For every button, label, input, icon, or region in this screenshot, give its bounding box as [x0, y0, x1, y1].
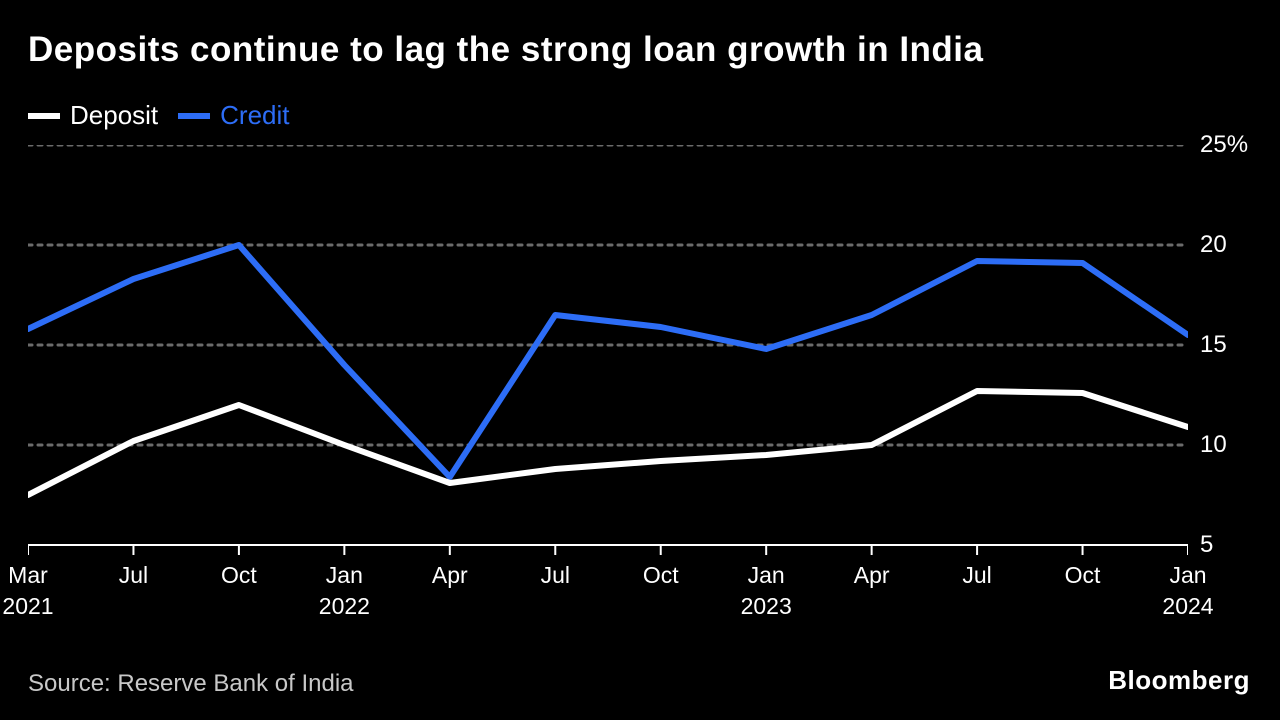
x-tick-label: Jul — [541, 560, 570, 591]
x-tick-label: Apr — [854, 560, 890, 591]
y-tick-label: 5 — [1200, 531, 1213, 559]
legend-label-credit: Credit — [220, 100, 289, 131]
legend-swatch-credit — [178, 113, 210, 119]
legend-item-deposit: Deposit — [28, 100, 158, 131]
x-tick-label: Jan 2024 — [1162, 560, 1213, 622]
x-tick-label: Oct — [643, 560, 679, 591]
chart-title: Deposits continue to lag the strong loan… — [28, 30, 984, 70]
x-tick-label: Oct — [1065, 560, 1101, 591]
x-tick-label: Mar 2021 — [2, 560, 53, 622]
y-tick-label: 25% — [1200, 131, 1248, 159]
y-tick-label: 15 — [1200, 331, 1227, 359]
y-tick-label: 10 — [1200, 431, 1227, 459]
y-tick-label: 20 — [1200, 231, 1227, 259]
x-tick-label: Jul — [119, 560, 148, 591]
chart-container: Deposits continue to lag the strong loan… — [0, 0, 1280, 720]
x-axis-labels: Mar 2021JulOctJan 2022AprJulOctJan 2023A… — [28, 560, 1188, 640]
x-tick-label: Oct — [221, 560, 257, 591]
x-tick-label: Apr — [432, 560, 468, 591]
plot-svg — [28, 145, 1188, 565]
x-tick-label: Jan 2022 — [319, 560, 370, 622]
plot-area — [28, 145, 1188, 545]
legend-swatch-deposit — [28, 113, 60, 119]
legend: Deposit Credit — [28, 100, 290, 131]
brand-label: Bloomberg — [1108, 665, 1250, 696]
x-tick-label: Jul — [962, 560, 991, 591]
legend-item-credit: Credit — [178, 100, 289, 131]
source-text: Source: Reserve Bank of India — [28, 670, 354, 698]
y-axis-labels: 510152025% — [1200, 145, 1260, 545]
legend-label-deposit: Deposit — [70, 100, 158, 131]
x-tick-label: Jan 2023 — [741, 560, 792, 622]
